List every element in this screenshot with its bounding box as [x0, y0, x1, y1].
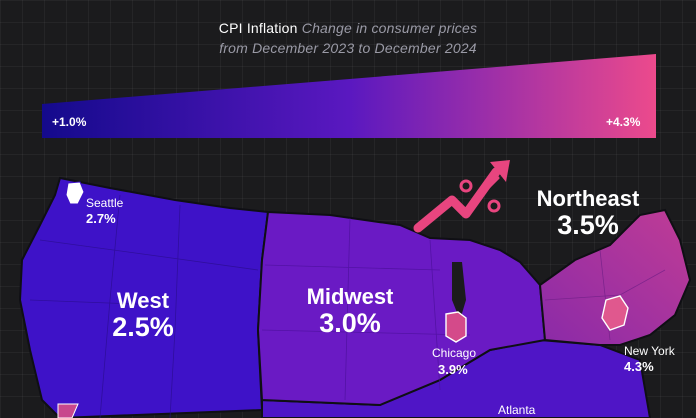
title-subtitle-1: Change in consumer prices	[301, 20, 478, 36]
title-line-1: CPI Inflation Change in consumer prices	[0, 20, 696, 36]
region-midwest-value: 3.0%	[319, 308, 381, 338]
city-chicago-value: 3.9%	[438, 362, 468, 377]
region-midwest-name: Midwest	[306, 284, 394, 309]
legend-max-label: +4.3%	[606, 115, 641, 129]
region-northeast	[538, 208, 692, 346]
lake-michigan	[452, 262, 466, 320]
region-west-value: 2.5%	[112, 312, 174, 342]
region-northeast-value: 3.5%	[557, 210, 619, 240]
city-seattle-name: Seattle	[86, 196, 124, 210]
region-west-name: West	[116, 288, 170, 313]
southwest-area	[57, 403, 79, 418]
city-atlanta-name: Atlanta	[498, 403, 536, 417]
chicago-area	[445, 311, 467, 343]
region-northeast-name: Northeast	[536, 186, 640, 211]
region-west	[18, 176, 270, 418]
legend-gradient-bar	[42, 54, 656, 138]
city-seattle-value: 2.7%	[86, 211, 116, 226]
city-new-york-value: 4.3%	[624, 359, 654, 374]
percent-arrow-icon	[413, 160, 510, 233]
legend-min-label: +1.0%	[52, 115, 87, 129]
new-york-area	[601, 295, 629, 331]
title-subtitle-2: from December 2023 to December 2024	[219, 40, 477, 56]
city-chicago-name: Chicago	[432, 346, 477, 360]
title-main: CPI Inflation	[218, 20, 298, 36]
city-new-york-name: New York	[624, 344, 675, 358]
seattle-area	[65, 181, 85, 205]
